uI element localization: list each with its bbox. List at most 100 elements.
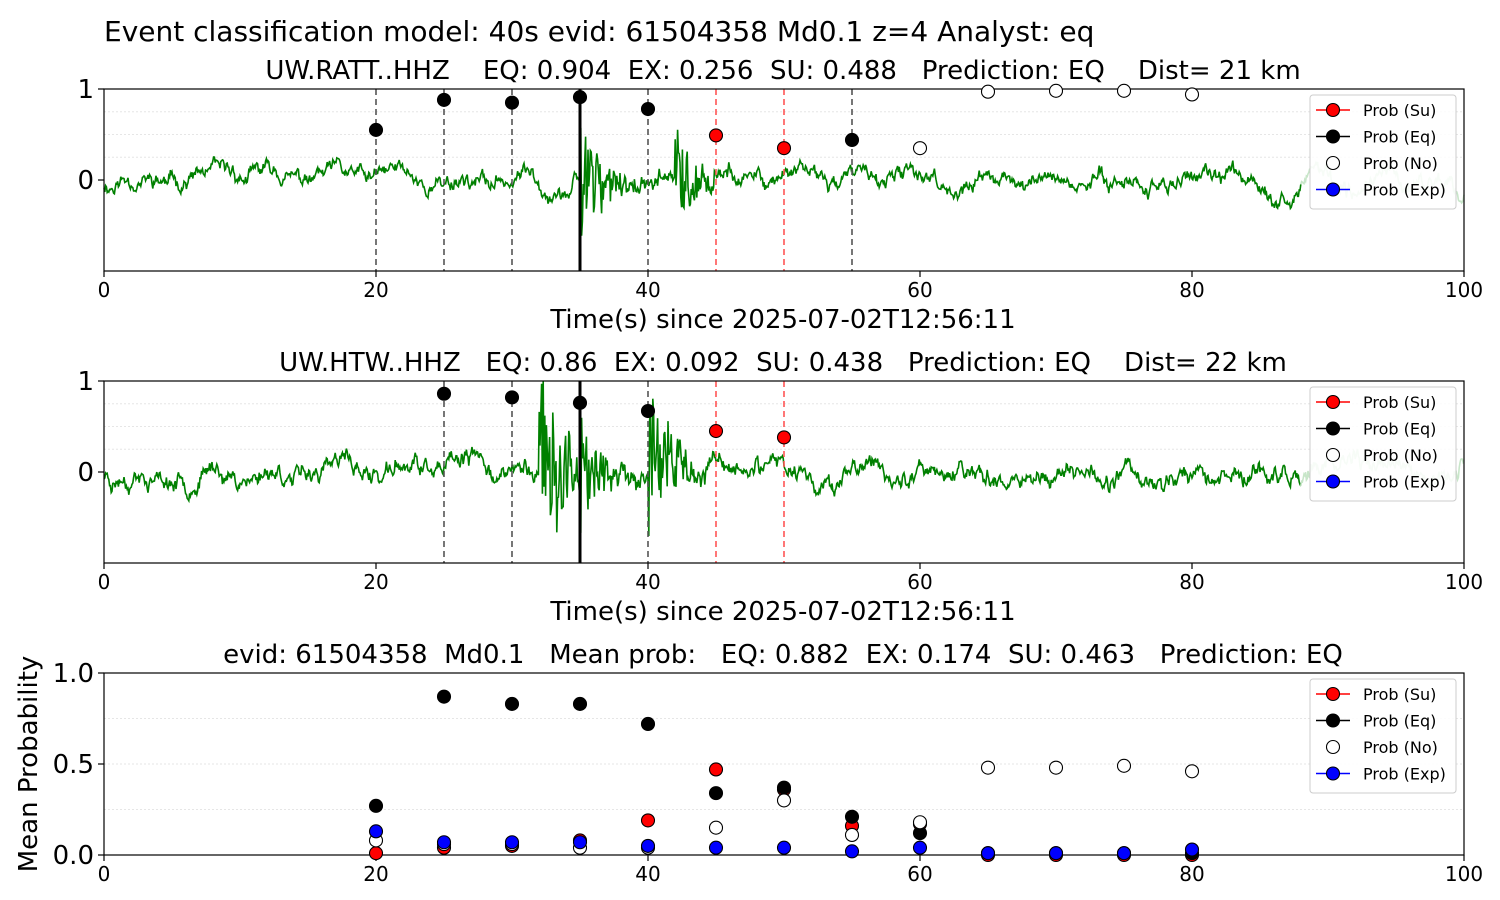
panel-htw-title: UW.HTW..HHZ EQ: 0.86 EX: 0.092 SU: 0.438… <box>279 348 1287 378</box>
htw-legend-label-probno: Prob (No) <box>1363 446 1438 465</box>
ratt-legend-box <box>1309 94 1457 210</box>
htw-legend-label-probsu: Prob (Su) <box>1363 393 1436 412</box>
mean-legend-box <box>1309 678 1457 794</box>
ratt-point-probeq <box>368 122 384 137</box>
panel-ratt-plot: 0 20 40 60 80 100 1 0 Prob (Su) Prob (Eq) Prob (No… <box>77 75 1483 302</box>
mean-point-probsu <box>640 813 656 828</box>
mean-xtick-label: 0 <box>98 862 111 886</box>
mean-point-probeq <box>708 786 724 801</box>
ratt-ytick-label: 1 <box>77 75 94 105</box>
mean-point-probexp <box>980 846 996 861</box>
mean-point-probexp <box>436 835 452 850</box>
htw-xtick-label: 100 <box>1445 570 1483 594</box>
mean-point-probexp <box>1116 846 1132 861</box>
htw-point-probeq <box>640 403 656 419</box>
panel-mean-ylabel: Mean Probability <box>14 656 44 873</box>
mean-point-probexp <box>708 840 724 855</box>
mean-legend-marker-probno <box>1325 739 1341 755</box>
mean-point-probeq <box>640 716 656 732</box>
htw-point-probsu <box>708 423 724 439</box>
panel-ratt-xlabel: Time(s) since 2025-07-02T12:56:11 <box>549 305 1015 335</box>
htw-xtick-label: 40 <box>635 570 660 594</box>
mean-point-probexp <box>1184 842 1200 857</box>
ratt-point-probno <box>980 84 996 99</box>
mean-legend-marker-probeq <box>1325 713 1341 728</box>
mean-point-probexp <box>912 840 928 855</box>
mean-legend-marker-probexp <box>1325 766 1341 781</box>
mean-xtick-label: 20 <box>363 862 388 886</box>
mean-legend-label-probeq: Prob (Eq) <box>1363 712 1436 731</box>
ratt-xtick-label: 20 <box>363 278 388 302</box>
ratt-legend-marker-probsu <box>1325 102 1341 118</box>
panel-mean: evid: 61504358 Md0.1 Mean prob: EQ: 0.88… <box>14 640 1483 886</box>
mean-point-probno <box>980 760 996 775</box>
ratt-xtick-label: 100 <box>1445 278 1483 302</box>
htw-legend-marker-probexp <box>1325 474 1341 489</box>
ratt-point-probno <box>1048 83 1064 98</box>
ratt-point-probno <box>912 141 928 156</box>
mean-point-probno <box>1116 758 1132 773</box>
ratt-point-probeq <box>436 92 452 107</box>
mean-point-probno <box>776 793 792 808</box>
ratt-point-probeq <box>504 95 520 110</box>
htw-point-probsu <box>776 430 792 445</box>
ratt-point-probsu <box>776 141 792 156</box>
mean-point-probsu <box>368 846 384 861</box>
mean-point-probexp <box>640 838 656 853</box>
ratt-point-probeq <box>640 101 656 117</box>
ratt-legend: Prob (Su) Prob (Eq) Prob (No) Prob (Exp) <box>1309 94 1457 210</box>
mean-legend-marker-probsu <box>1325 686 1341 702</box>
ratt-ytick-label: 0 <box>77 166 94 196</box>
mean-ytick-label: 1.0 <box>53 659 94 689</box>
mean-point-probexp <box>1048 846 1064 861</box>
mean-xtick-label: 60 <box>907 862 932 886</box>
htw-xtick-label: 20 <box>363 570 388 594</box>
mean-point-probno <box>708 820 724 835</box>
panel-htw-plot: 0 20 40 60 80 100 1 0 Prob (Su) Prob (Eq) Prob (No… <box>77 367 1483 594</box>
mean-point-probexp <box>368 824 384 839</box>
ratt-legend-label-probexp: Prob (Exp) <box>1363 181 1446 200</box>
figure-suptitle: Event classification model: 40s evid: 61… <box>104 15 1094 48</box>
ratt-point-probsu <box>708 128 724 143</box>
htw-legend-marker-probno <box>1325 447 1341 463</box>
htw-legend-label-probeq: Prob (Eq) <box>1363 420 1436 439</box>
htw-ytick-label: 0 <box>77 458 94 488</box>
mean-legend-label-probno: Prob (No) <box>1363 738 1438 757</box>
panel-htw: UW.HTW..HHZ EQ: 0.86 EX: 0.092 SU: 0.438… <box>77 348 1483 627</box>
ratt-legend-label-probsu: Prob (Su) <box>1363 101 1436 120</box>
mean-ytick-label: 0.0 <box>53 841 94 871</box>
mean-point-probexp <box>504 835 520 850</box>
htw-legend-marker-probsu <box>1325 394 1341 410</box>
mean-point-probno <box>1184 764 1200 779</box>
ratt-point-probeq <box>572 90 588 105</box>
mean-point-probexp <box>776 840 792 855</box>
mean-legend-label-probsu: Prob (Su) <box>1363 685 1436 704</box>
htw-ytick-label: 1 <box>77 367 94 397</box>
mean-point-probeq <box>844 809 860 824</box>
htw-xtick-label: 60 <box>907 570 932 594</box>
mean-point-probno <box>912 815 928 830</box>
mean-legend: Prob (Su) Prob (Eq) Prob (No) Prob (Exp) <box>1309 678 1457 794</box>
htw-legend: Prob (Su) Prob (Eq) Prob (No) Prob (Exp) <box>1309 386 1457 502</box>
htw-legend-label-probexp: Prob (Exp) <box>1363 473 1446 492</box>
ratt-xtick-label: 0 <box>98 278 111 302</box>
mean-point-probeq <box>368 798 384 813</box>
htw-waveform-line <box>103 380 1302 537</box>
mean-point-probeq <box>504 696 520 711</box>
mean-point-probsu <box>708 762 724 777</box>
panel-mean-title: evid: 61504358 Md0.1 Mean prob: EQ: 0.88… <box>223 640 1343 670</box>
htw-xtick-label: 0 <box>98 570 111 594</box>
htw-xtick-label: 80 <box>1179 570 1204 594</box>
mean-point-probexp <box>572 835 588 850</box>
mean-xtick-label: 80 <box>1179 862 1204 886</box>
ratt-xtick-label: 60 <box>907 278 932 302</box>
mean-point-probeq <box>776 780 792 795</box>
mean-xtick-label: 100 <box>1445 862 1483 886</box>
mean-xtick-label: 40 <box>635 862 660 886</box>
htw-point-probeq <box>436 386 452 401</box>
mean-point-probeq <box>436 689 452 704</box>
panel-ratt-title: UW.RATT..HHZ EQ: 0.904 EX: 0.256 SU: 0.4… <box>265 56 1300 86</box>
ratt-waveform-line <box>103 127 1302 236</box>
